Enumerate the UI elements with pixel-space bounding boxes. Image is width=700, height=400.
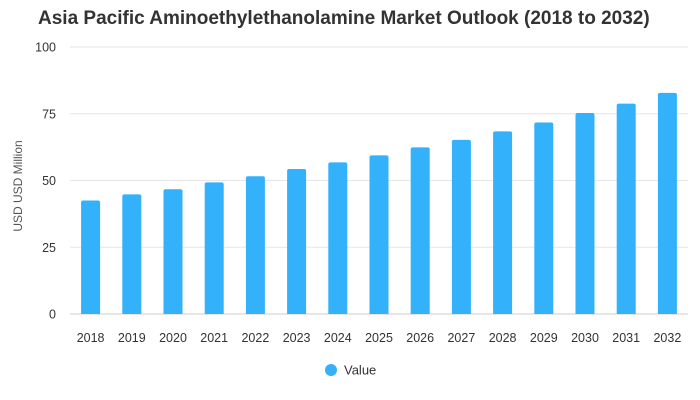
bar-2030[interactable] bbox=[575, 112, 595, 314]
chart-title: Asia Pacific Aminoethylethanolamine Mark… bbox=[38, 8, 650, 29]
bar-2020[interactable] bbox=[163, 189, 183, 314]
x-tick-label: 2026 bbox=[406, 331, 434, 345]
bar-2032[interactable] bbox=[657, 92, 677, 314]
x-tick-label: 2023 bbox=[283, 331, 311, 345]
legend[interactable]: Value bbox=[325, 363, 376, 378]
bar-2028[interactable] bbox=[493, 131, 513, 314]
y-tick-label: 75 bbox=[42, 107, 56, 121]
y-tick-label: 25 bbox=[42, 241, 56, 255]
x-tick-label: 2021 bbox=[200, 331, 228, 345]
x-tick-label: 2018 bbox=[77, 331, 105, 345]
x-tick-label: 2029 bbox=[530, 331, 558, 345]
y-tick-label: 0 bbox=[49, 308, 56, 322]
x-axis-ticks: 2018 2019 2020 2021 2022 2023 2024 2025 2026 2027… bbox=[77, 331, 682, 345]
x-tick-label: 2027 bbox=[447, 331, 475, 345]
x-tick-label: 2019 bbox=[118, 331, 146, 345]
bar-2027[interactable] bbox=[451, 139, 471, 314]
x-tick-label: 2020 bbox=[159, 331, 187, 345]
x-tick-label: 2025 bbox=[365, 331, 393, 345]
bar-2019[interactable] bbox=[122, 194, 142, 314]
y-tick-label: 100 bbox=[35, 41, 56, 55]
bar-2025[interactable] bbox=[369, 155, 389, 314]
bar-2026[interactable] bbox=[410, 147, 430, 314]
bar-2022[interactable] bbox=[245, 176, 265, 314]
y-axis-ticks: 0 25 50 75 100 bbox=[35, 41, 56, 322]
bar-2021[interactable] bbox=[204, 182, 224, 314]
bar-2018[interactable] bbox=[81, 200, 101, 314]
bar-2023[interactable] bbox=[287, 169, 307, 314]
bar-2024[interactable] bbox=[328, 162, 348, 314]
x-tick-label: 2030 bbox=[571, 331, 599, 345]
bars bbox=[81, 92, 677, 314]
x-tick-label: 2032 bbox=[653, 331, 681, 345]
x-tick-label: 2028 bbox=[489, 331, 517, 345]
y-axis-title: USD USD Million bbox=[11, 140, 25, 231]
y-tick-label: 50 bbox=[42, 174, 56, 188]
x-tick-label: 2031 bbox=[612, 331, 640, 345]
bar-2029[interactable] bbox=[534, 122, 554, 314]
legend-label: Value bbox=[344, 363, 376, 378]
x-tick-label: 2022 bbox=[241, 331, 269, 345]
bar-2031[interactable] bbox=[616, 103, 636, 314]
x-tick-label: 2024 bbox=[324, 331, 352, 345]
legend-swatch bbox=[325, 364, 337, 376]
